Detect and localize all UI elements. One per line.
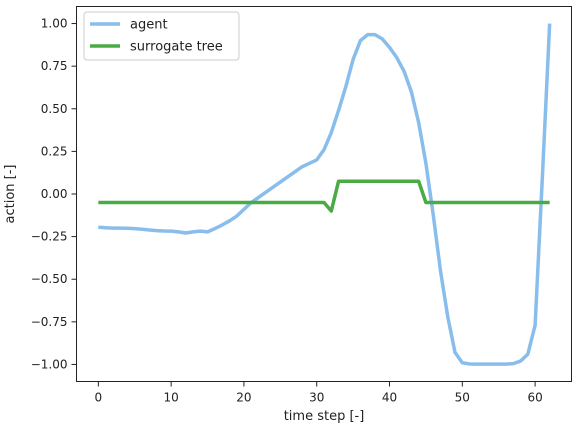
x-tick-label: 10 (163, 391, 178, 405)
plot-frame (76, 6, 572, 382)
x-tick-label: 60 (527, 391, 542, 405)
legend-label-surrogate-tree: surrogate tree (130, 40, 223, 55)
y-tick-label: −0.50 (31, 272, 68, 286)
y-tick-label: −1.00 (31, 357, 68, 371)
legend-box (83, 11, 240, 61)
y-tick-label: 0.00 (41, 187, 68, 201)
x-tick-label: 30 (309, 391, 324, 405)
y-tick-label: 0.25 (41, 144, 68, 158)
legend-label-agent: agent (130, 18, 168, 33)
x-tick-label: 0 (95, 391, 103, 405)
x-tick-label: 40 (382, 391, 397, 405)
x-axis-label: time step [-] (284, 409, 365, 424)
series-line-surrogate-tree (98, 179, 550, 213)
y-axis-label: action [-] (3, 165, 18, 224)
series-group (98, 23, 552, 366)
y-tick-label: −0.25 (31, 230, 68, 244)
y-axis-ticks: −1.00 −0.75 −0.50 −0.25 0.00 0.25 0.50 0.75 1.00 (31, 17, 77, 371)
x-tick-label: 20 (236, 391, 251, 405)
legend: agent surrogate tree (83, 11, 240, 61)
x-axis-ticks: 0 10 20 30 40 50 60 (95, 381, 543, 405)
x-tick-label: 50 (455, 391, 470, 405)
series-line-agent (98, 23, 552, 366)
y-tick-label: −0.75 (31, 315, 68, 329)
y-tick-label: 0.75 (41, 59, 68, 73)
y-tick-label: 0.50 (41, 102, 68, 116)
y-tick-label: 1.00 (41, 17, 68, 31)
